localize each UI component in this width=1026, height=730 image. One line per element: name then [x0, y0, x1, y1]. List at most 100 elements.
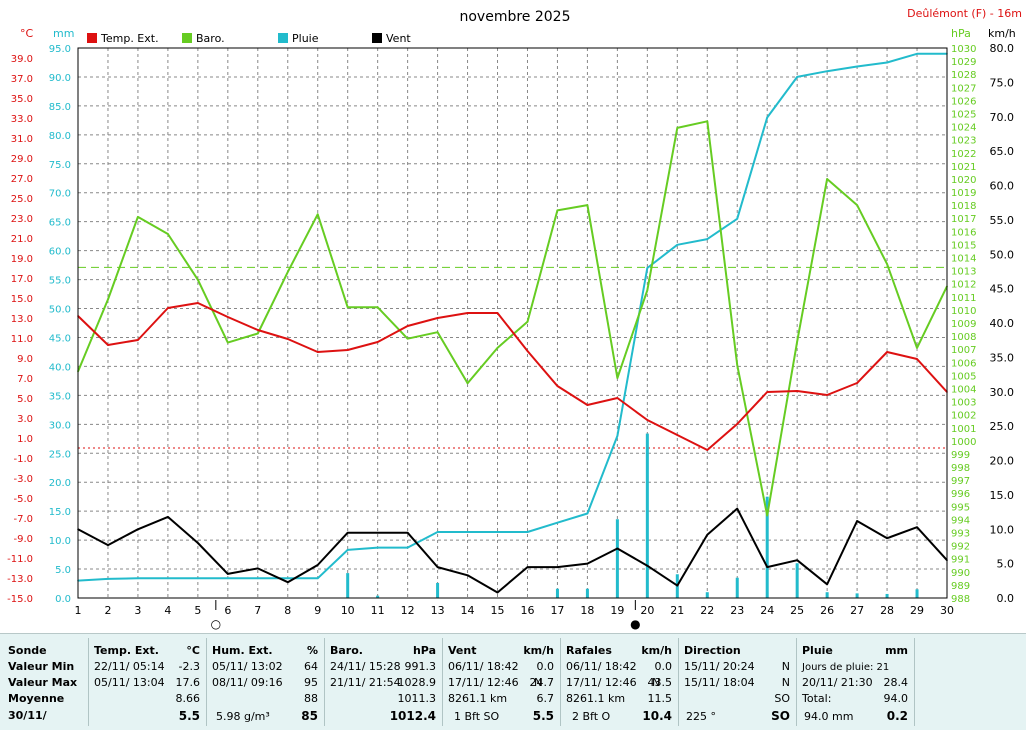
moon-phase-icon: ○	[211, 617, 221, 631]
x-tick-label: 14	[461, 604, 475, 617]
hum-header: Hum. Ext.	[212, 644, 273, 657]
data-point-baro	[766, 514, 769, 517]
data-point-temp-ext	[736, 423, 739, 425]
temp-tick-label: -3.0	[13, 474, 33, 485]
x-tick-label: 6	[224, 604, 231, 617]
legend-label-temp: Temp. Ext.	[100, 32, 159, 45]
baro-tick-label: 990	[951, 568, 970, 579]
x-tick-label: 10	[341, 604, 355, 617]
wind-tick-label: 60.0	[990, 180, 1015, 193]
rain-bar	[705, 592, 709, 598]
baro-current: 1012.4	[389, 709, 436, 723]
baro-tick-label: 1029	[951, 57, 976, 68]
temp-tick-label: -11.0	[7, 554, 33, 565]
data-point-vent	[646, 564, 649, 567]
stats-col-gusts: Rafales km/h 06/11/ 18:42 0.0 17/11/ 12:…	[564, 634, 676, 730]
rain-tick-label: 90.0	[49, 73, 71, 84]
data-point-temp-ext	[886, 351, 888, 353]
data-point-vent	[496, 591, 499, 594]
rain-bar	[915, 589, 919, 598]
baro-tick-label: 988	[951, 594, 970, 605]
temp-tick-label: 1.0	[17, 434, 33, 445]
data-point-pluie	[167, 577, 169, 580]
data-point-pluie	[227, 577, 229, 580]
direction-min-value: N	[781, 660, 790, 673]
data-point-vent	[256, 567, 259, 570]
stats-col-wind: Vent km/h 06/11/ 18:42 0.0 17/11/ 12:46 …	[446, 634, 558, 730]
temp-tick-label: 5.0	[17, 394, 33, 405]
baro-tick-label: 1018	[951, 201, 976, 212]
series-line-baro	[77, 120, 948, 517]
wind-distance: 8261.1 km	[448, 692, 508, 705]
baro-unit-label: hPa	[951, 27, 971, 40]
row-label-avg: Moyenne	[8, 692, 65, 705]
data-point-vent	[286, 581, 289, 583]
data-point-vent	[916, 526, 918, 528]
baro-tick-label: 1025	[951, 109, 976, 120]
data-point-temp-ext	[586, 404, 589, 406]
moon-phase-icon: ●	[630, 617, 640, 631]
rain-tick-label: 15.0	[49, 507, 71, 518]
legend-swatch-baro	[182, 33, 192, 43]
rain-bar	[795, 563, 799, 598]
data-point-temp-ext	[406, 325, 409, 327]
baro-tick-label: 1021	[951, 162, 976, 173]
hum-current: 85	[301, 709, 318, 723]
gust-min-value: 0.0	[654, 660, 673, 673]
legend-label-baro: Baro.	[196, 32, 225, 45]
temp-tick-label: 25.0	[11, 194, 33, 205]
data-point-baro	[137, 216, 139, 218]
wind-min-value: 0.0	[536, 660, 555, 673]
data-point-temp-ext	[197, 302, 199, 304]
direction-max-time: 15/11/ 18:04	[684, 676, 755, 689]
baro-tick-label: 1030	[951, 44, 976, 55]
baro-tick-label: 1014	[951, 254, 976, 265]
gust-header: Rafales	[566, 644, 612, 657]
station-label: Deûlémont (F) - 16m	[907, 7, 1022, 20]
data-point-pluie	[766, 116, 769, 119]
x-tick-label: 9	[314, 604, 321, 617]
baro-tick-label: 1016	[951, 227, 976, 238]
rain-bar	[615, 519, 619, 598]
x-tick-label: 15	[491, 604, 505, 617]
baro-max-time: 21/11/ 21:54	[330, 676, 401, 689]
rain-current: 0.2	[886, 709, 908, 723]
baro-max-value: 1028.9	[397, 676, 437, 689]
chart-background	[0, 0, 1026, 633]
temp-tick-label: 11.0	[11, 334, 33, 345]
data-point-temp-ext	[646, 419, 649, 421]
legend-label-rain: Pluie	[292, 32, 319, 45]
data-point-temp-ext	[316, 351, 319, 353]
data-point-vent	[316, 564, 319, 566]
data-point-baro	[436, 331, 439, 333]
legend: Temp. Ext. Baro. Pluie Vent	[87, 32, 411, 45]
data-point-baro	[886, 263, 888, 265]
baro-unit: hPa	[412, 644, 436, 657]
data-point-temp-ext	[286, 338, 289, 340]
data-point-baro	[646, 289, 649, 292]
direction-degrees: 225 °	[686, 710, 716, 723]
stats-col-rain: Pluie mm Jours de pluie: 21 20/11/ 21:30…	[800, 634, 912, 730]
temp-tick-label: 7.0	[17, 374, 33, 385]
data-point-vent	[586, 562, 589, 565]
x-tick-label: 20	[640, 604, 654, 617]
data-point-vent	[796, 559, 798, 561]
series-lines	[77, 52, 948, 594]
row-label-min: Valeur Min	[8, 660, 75, 673]
plot-frame	[77, 47, 948, 599]
data-point-baro	[526, 320, 529, 323]
data-point-temp-ext	[496, 312, 499, 314]
baro-tick-label: 989	[951, 581, 970, 592]
wind-tick-label: 20.0	[990, 455, 1015, 468]
baro-tick-label: 998	[951, 463, 970, 474]
data-point-pluie	[376, 546, 379, 549]
temp-current: 5.5	[178, 709, 200, 723]
rain-bar	[346, 573, 350, 598]
x-tick-label: 24	[760, 604, 774, 617]
data-point-pluie	[916, 52, 918, 55]
temp-tick-label: -13.0	[7, 574, 33, 585]
row-label-max: Valeur Max	[8, 676, 78, 689]
legend-swatch-temp	[87, 33, 97, 43]
hum-absolute: 5.98 g/m³	[216, 710, 270, 723]
temp-max-value: 17.6	[175, 676, 201, 689]
